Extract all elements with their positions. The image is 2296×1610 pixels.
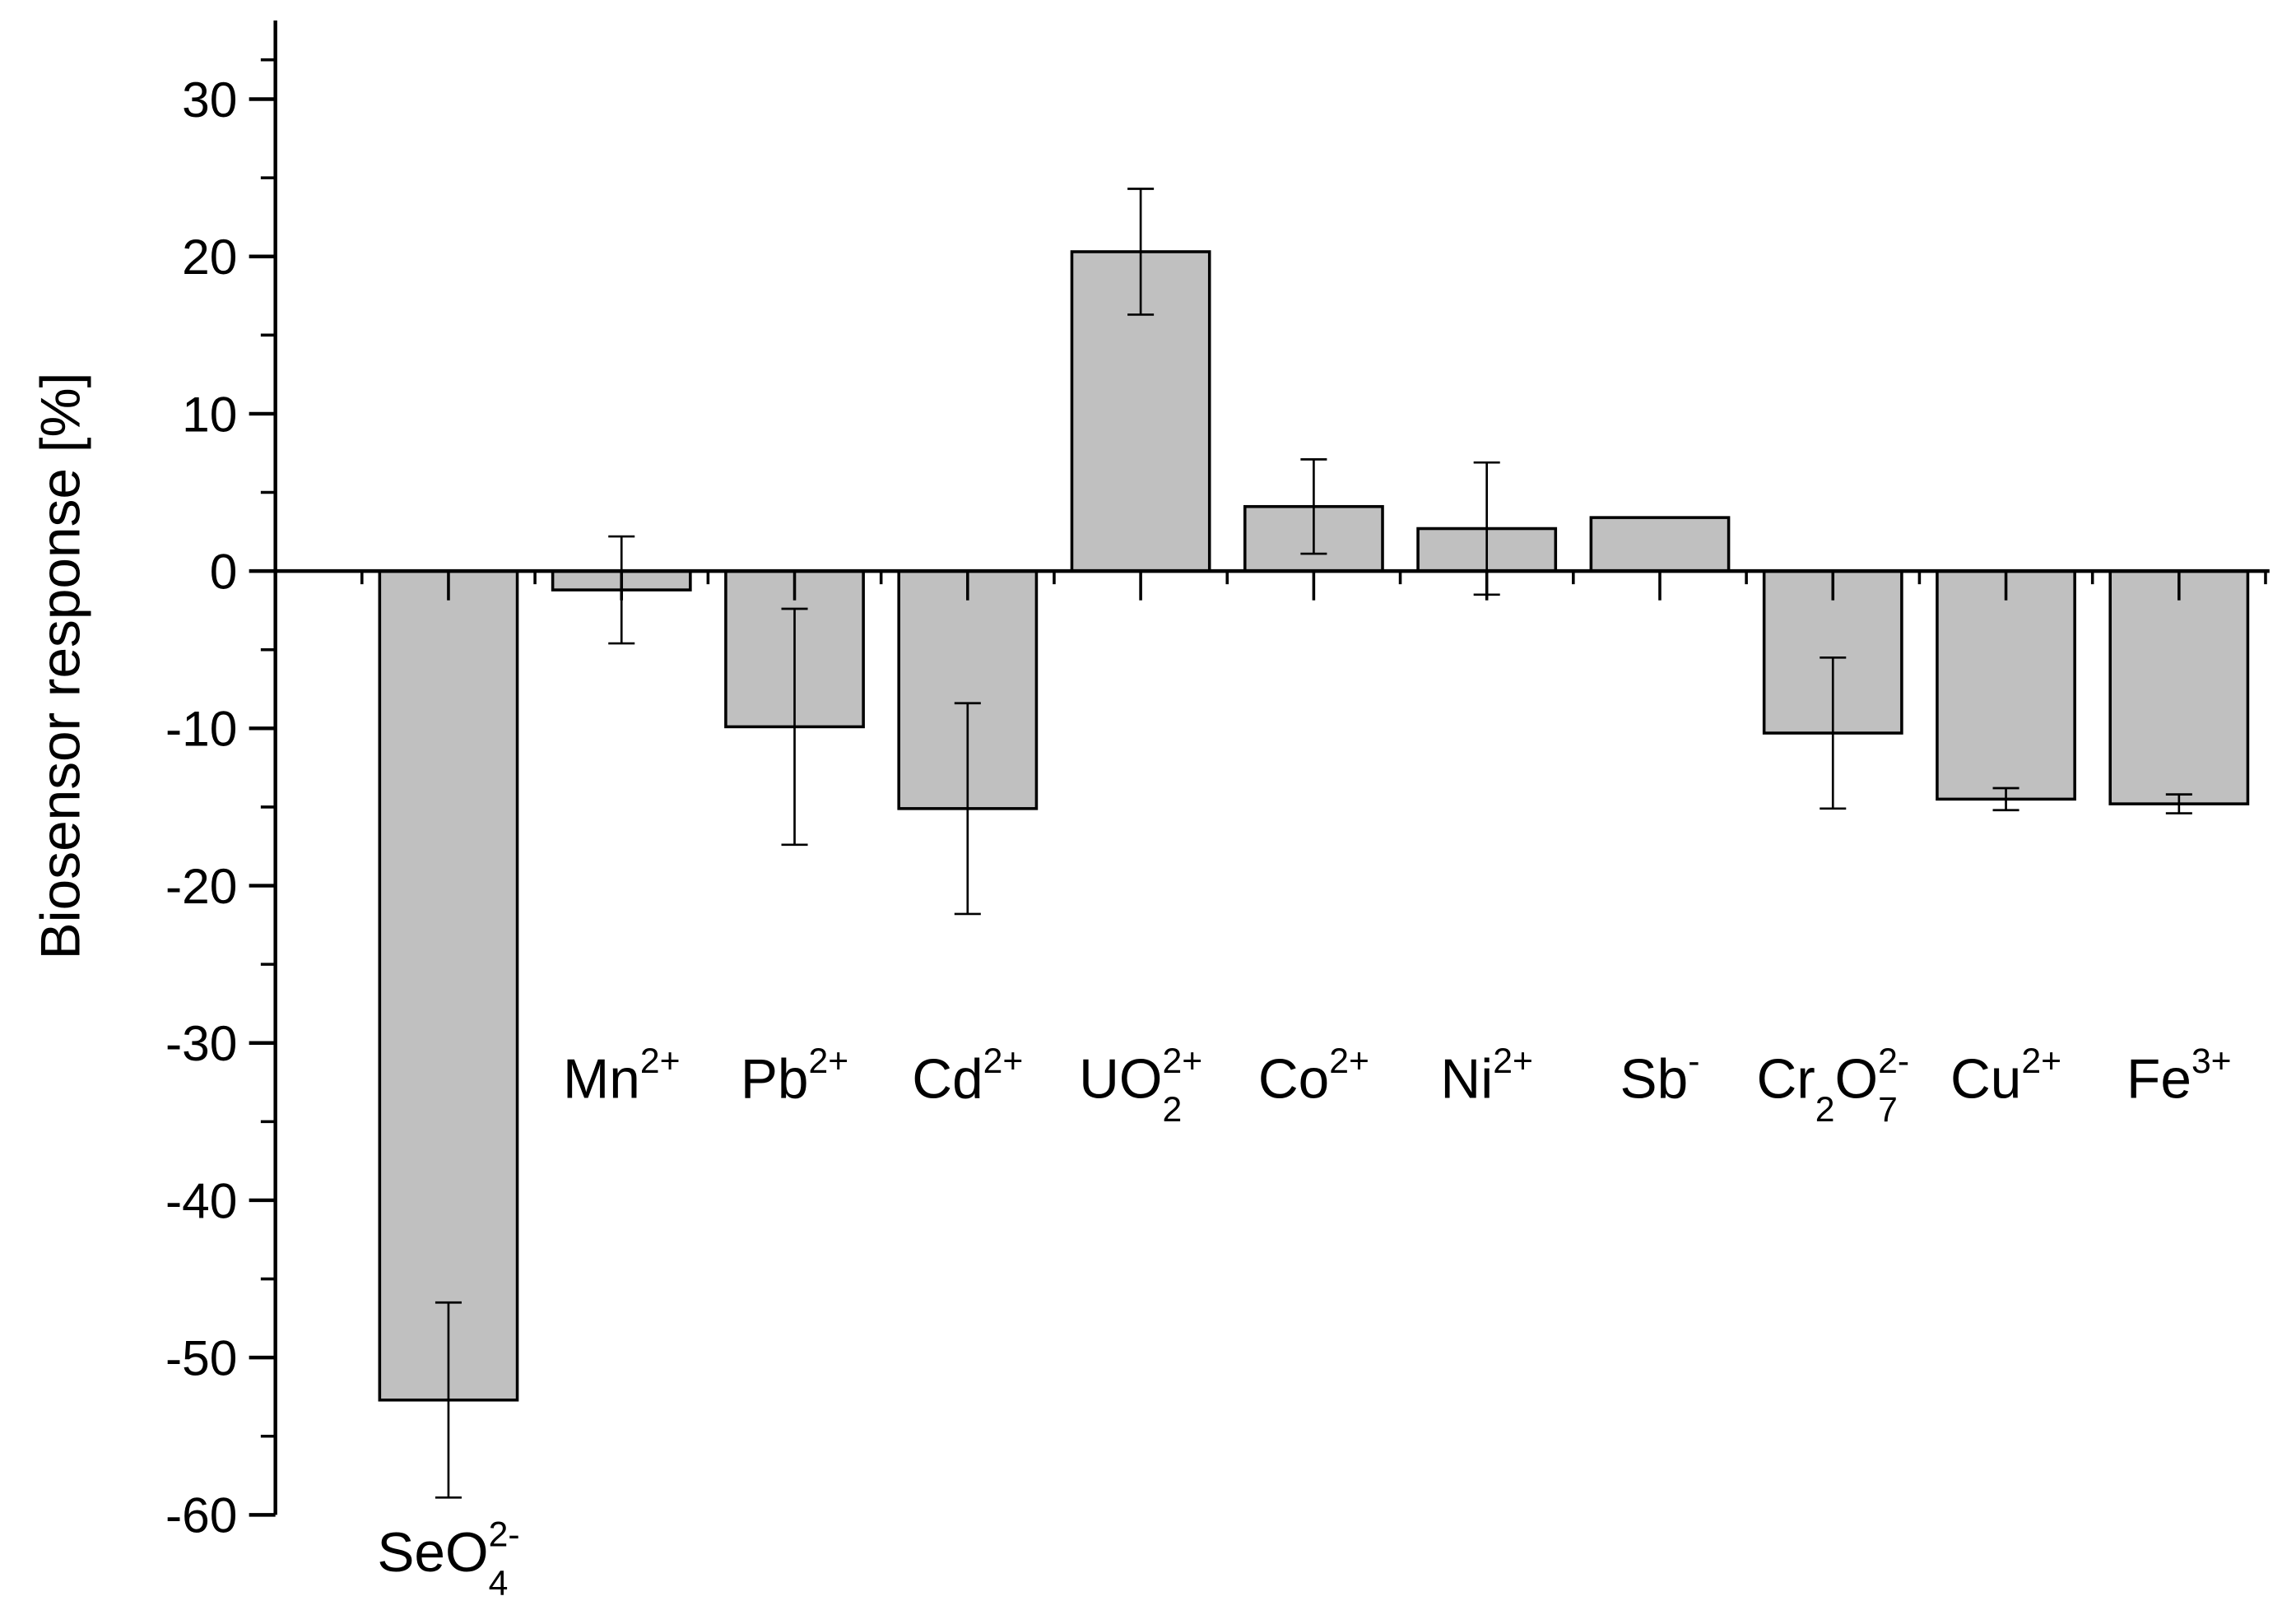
x-tick-label-sup: - [1688, 1042, 1699, 1081]
x-tick-label: Ni [1440, 1048, 1493, 1110]
x-tick-label-sup: 2+ [809, 1042, 849, 1081]
y-tick-label: -30 [165, 1015, 237, 1071]
x-tick-label-sub: 7 [1878, 1090, 1898, 1130]
x-tick-label-sup: 2+ [1329, 1042, 1369, 1081]
x-tick-label: Fe [2126, 1048, 2191, 1110]
x-tick-label: Cd [912, 1048, 983, 1110]
x-tick-label: Pb [741, 1048, 809, 1110]
x-tick-label-sup: 2+ [1162, 1042, 1202, 1081]
y-tick-label: -20 [165, 858, 237, 914]
bar [378, 569, 519, 1402]
x-tick-label-sup: 2- [1878, 1042, 1909, 1081]
y-tick-label: -10 [165, 701, 237, 757]
bar [1936, 569, 2076, 801]
x-tick-label: UO [1079, 1048, 1162, 1110]
y-axis-title: Biosensor response [%] [30, 373, 91, 960]
x-tick-label: Cr [1756, 1048, 1815, 1110]
x-tick-label-sup: 2+ [983, 1042, 1024, 1081]
x-tick-label: Mn [563, 1048, 640, 1110]
y-tick-label: -60 [165, 1487, 237, 1543]
x-tick-label: O [1835, 1048, 1879, 1110]
y-tick-label: -40 [165, 1172, 237, 1228]
x-tick-label-sub: 2 [1162, 1090, 1182, 1130]
x-tick-label-sup: 2- [489, 1515, 520, 1555]
bar [2108, 569, 2250, 805]
y-tick-label: -50 [165, 1330, 237, 1386]
x-tick-label-sup: 3+ [2191, 1042, 2232, 1081]
x-tick-label: SeO [377, 1522, 488, 1584]
y-tick-label: 0 [210, 543, 238, 599]
x-tick-label-sup: 2+ [2021, 1042, 2061, 1081]
x-tick-label-sub: 2 [1815, 1090, 1835, 1130]
x-tick-label: Co [1258, 1048, 1329, 1110]
y-tick-label: 20 [182, 229, 237, 285]
x-tick-label: Cu [1950, 1048, 2021, 1110]
x-tick-label-sup: 2+ [1493, 1042, 1533, 1081]
x-tick-label-sup: 2+ [640, 1042, 681, 1081]
x-tick-label-sub: 4 [489, 1563, 509, 1603]
bar [1589, 516, 1731, 573]
y-tick-label: 30 [182, 72, 237, 128]
y-tick-label: 10 [182, 386, 237, 442]
x-tick-label: Sb [1620, 1048, 1689, 1110]
